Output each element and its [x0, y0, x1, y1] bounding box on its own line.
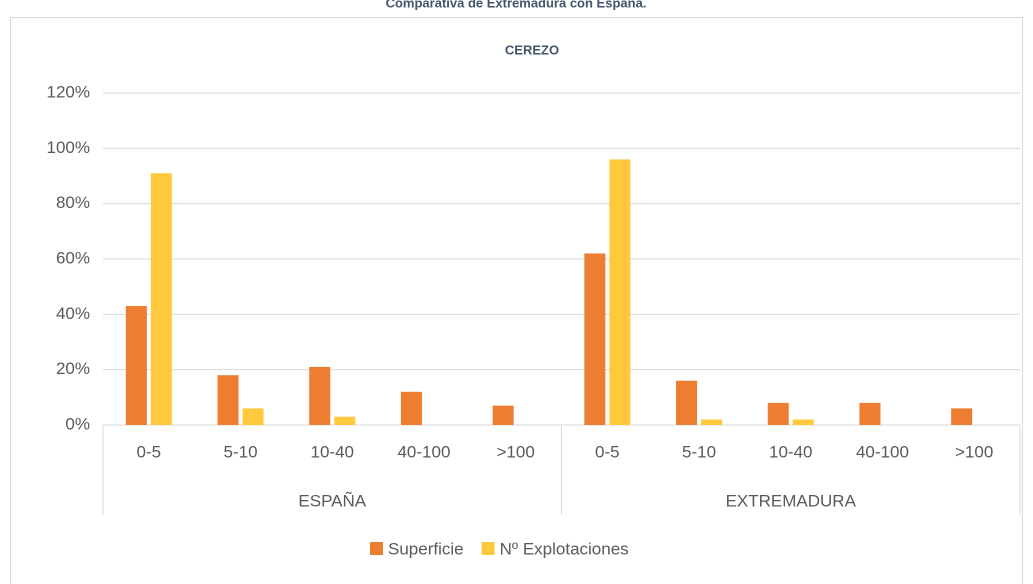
- bar: [792, 419, 814, 425]
- x-tick-label: 40-100: [856, 442, 909, 461]
- bar: [859, 402, 881, 425]
- x-tick-label: >100: [497, 442, 535, 461]
- bar: [951, 408, 973, 425]
- chart-title: Comparativa de Extremadura con España.: [386, 0, 647, 10]
- legend-label: Superficie: [388, 539, 464, 558]
- bar: [584, 253, 606, 425]
- bar: [767, 402, 789, 425]
- group-label: EXTREMADURA: [726, 491, 857, 510]
- y-tick-label: 60%: [56, 248, 90, 267]
- bar: [701, 419, 723, 425]
- chart-border: [10, 17, 1023, 584]
- y-tick-label: 40%: [56, 304, 90, 323]
- y-tick-label: 20%: [56, 359, 90, 378]
- x-tick-label: >100: [955, 442, 993, 461]
- bar: [676, 380, 698, 425]
- x-tick-label: 40-100: [397, 442, 450, 461]
- y-tick-label: 100%: [47, 138, 90, 157]
- group-label: ESPAÑA: [298, 491, 366, 510]
- bar: [125, 306, 147, 425]
- legend-swatch: [370, 542, 383, 555]
- x-tick-label: 10-40: [311, 442, 354, 461]
- x-tick-label: 5-10: [224, 442, 258, 461]
- legend-swatch: [481, 542, 495, 555]
- y-tick-label: 0%: [65, 414, 90, 433]
- y-tick-label: 120%: [47, 82, 90, 101]
- bar: [309, 366, 331, 425]
- bar: [217, 375, 239, 425]
- legend-label: Nº Explotaciones: [500, 539, 629, 558]
- bar: [242, 408, 264, 425]
- bar: [609, 159, 631, 425]
- x-tick-label: 5-10: [682, 442, 716, 461]
- bar: [492, 405, 514, 425]
- x-tick-label: 10-40: [769, 442, 812, 461]
- bar: [150, 173, 172, 425]
- x-tick-label: 0-5: [595, 442, 620, 461]
- y-tick-label: 80%: [56, 193, 90, 212]
- chart-subtitle: CEREZO: [505, 42, 559, 57]
- bar: [334, 416, 356, 425]
- bar: [400, 391, 422, 425]
- x-tick-label: 0-5: [137, 442, 162, 461]
